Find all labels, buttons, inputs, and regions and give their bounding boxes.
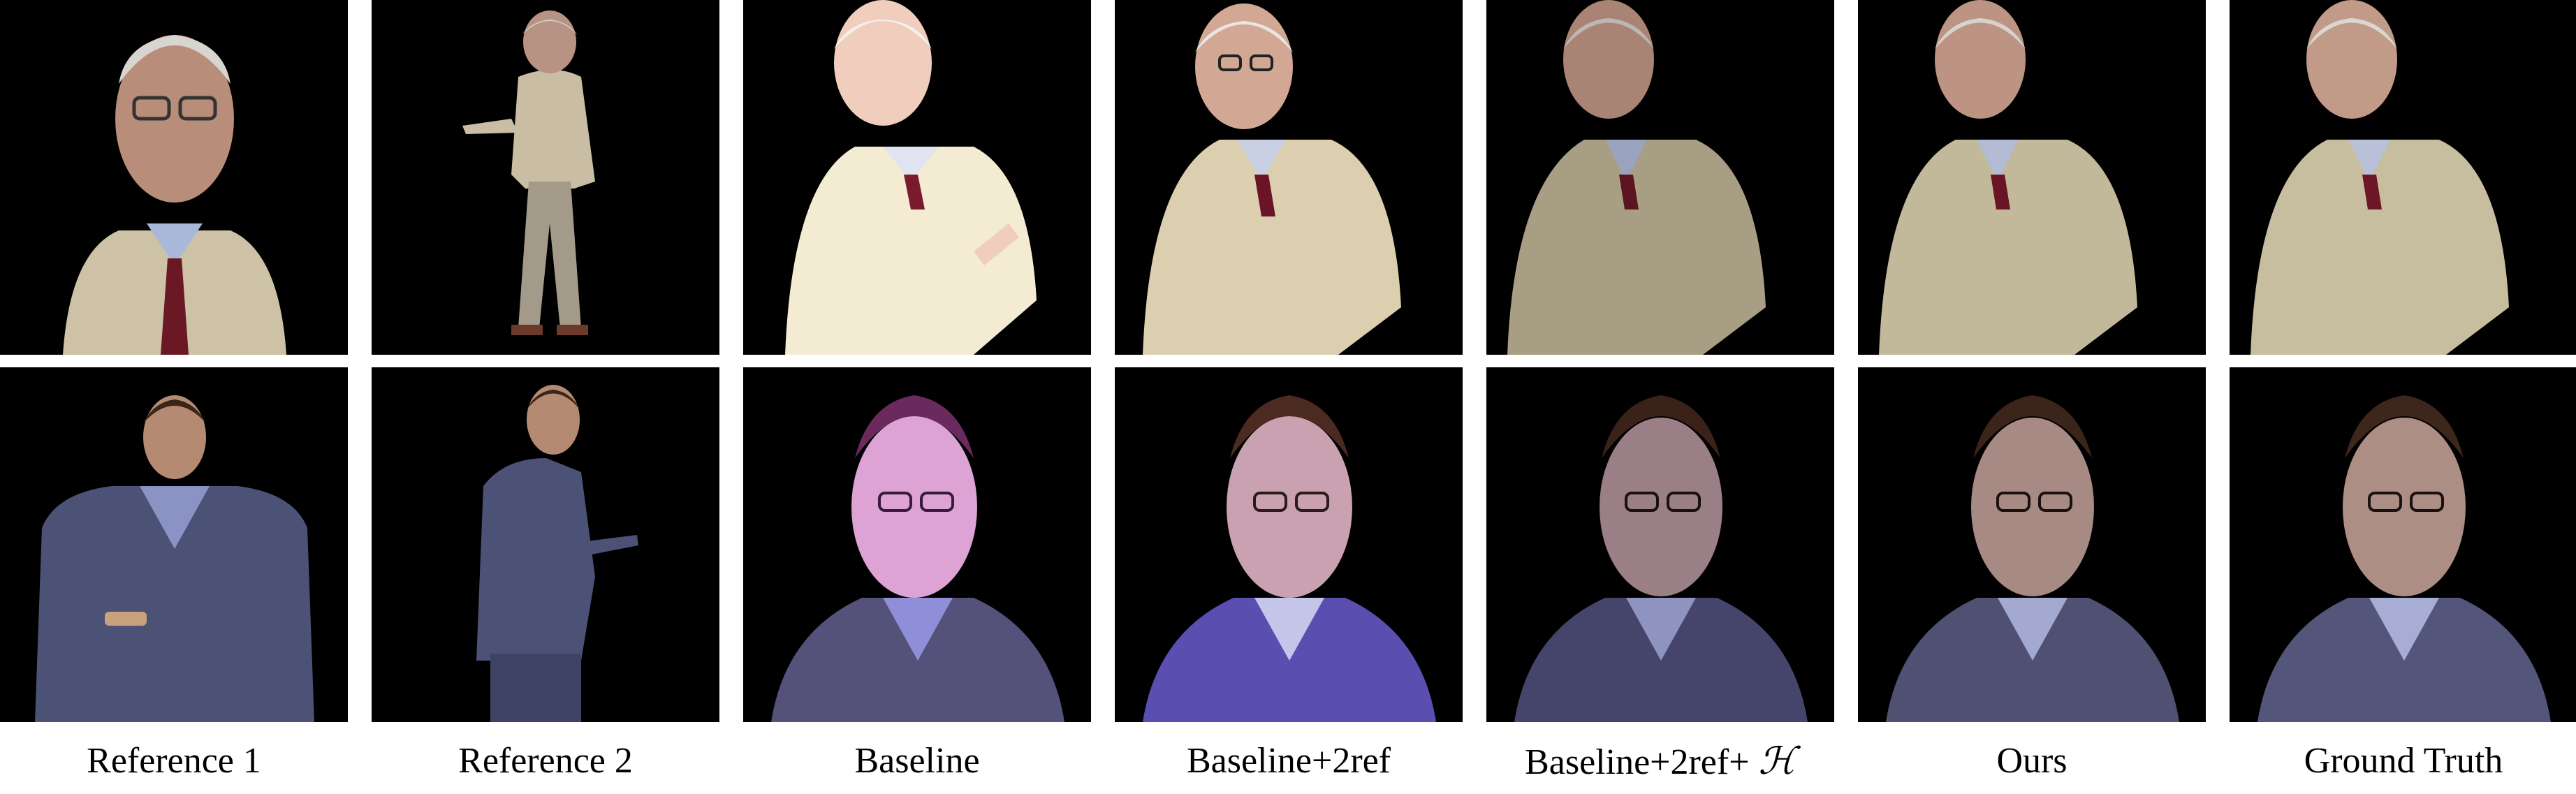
row2-ground-truth-frame (2230, 367, 2576, 722)
man-blazer-baseline-2ref-image (1115, 367, 1463, 722)
row1-reference-1-frame (0, 0, 348, 355)
caption-baseline-2ref: Baseline+2ref (1115, 740, 1463, 782)
elderly-man-baseline-2ref-h-image (1486, 0, 1834, 355)
caption-baseline-2ref-h-text: Baseline+2ref+ (1525, 742, 1759, 782)
row2-ours-frame (1858, 367, 2206, 722)
caption-reference-2: Reference 2 (372, 740, 719, 782)
caption-ours-text: Ours (1996, 741, 2068, 781)
caption-ours: Ours (1858, 740, 2206, 782)
elderly-man-portrait-image (0, 0, 348, 355)
man-blazer-baseline-image (743, 367, 1091, 722)
caption-reference-2-text: Reference 2 (458, 741, 633, 781)
man-blazer-ours-image (1858, 367, 2206, 722)
row2-baseline-2ref-frame (1115, 367, 1463, 722)
man-blazer-portrait-image (0, 367, 348, 722)
caption-ground-truth-text: Ground Truth (2304, 741, 2503, 781)
man-blazer-ground-truth-image (2230, 367, 2576, 722)
row2-baseline-frame (743, 367, 1091, 722)
caption-baseline-2ref-text: Baseline+2ref (1186, 741, 1391, 781)
caption-reference-1: Reference 1 (0, 740, 348, 782)
row1-ground-truth-frame (2230, 0, 2576, 355)
row1-reference-2-frame (372, 0, 719, 355)
man-blazer-baseline-2ref-h-image (1486, 367, 1834, 722)
elderly-man-baseline-2ref-image (1115, 0, 1463, 355)
caption-h-symbol: ℋ (1758, 739, 1796, 783)
row1-ours-frame (1858, 0, 2206, 355)
caption-baseline-text: Baseline (854, 741, 980, 781)
elderly-man-baseline-image (743, 0, 1091, 355)
caption-reference-1-text: Reference 1 (87, 741, 261, 781)
elderly-man-ours-image (1858, 0, 2206, 355)
row1-baseline-2ref-h-frame (1486, 0, 1834, 355)
man-blazer-fullbody-image (372, 367, 719, 722)
row1-baseline-2ref-frame (1115, 0, 1463, 355)
row2-reference-2-frame (372, 367, 719, 722)
elderly-man-ground-truth-image (2230, 0, 2576, 355)
row1-baseline-frame (743, 0, 1091, 355)
row2-baseline-2ref-h-frame (1486, 367, 1834, 722)
caption-baseline: Baseline (743, 740, 1091, 782)
caption-baseline-2ref-h: Baseline+2ref+ ℋ (1486, 740, 1834, 784)
caption-ground-truth: Ground Truth (2230, 740, 2576, 782)
row2-reference-1-frame (0, 367, 348, 722)
elderly-man-fullbody-image (372, 0, 719, 355)
